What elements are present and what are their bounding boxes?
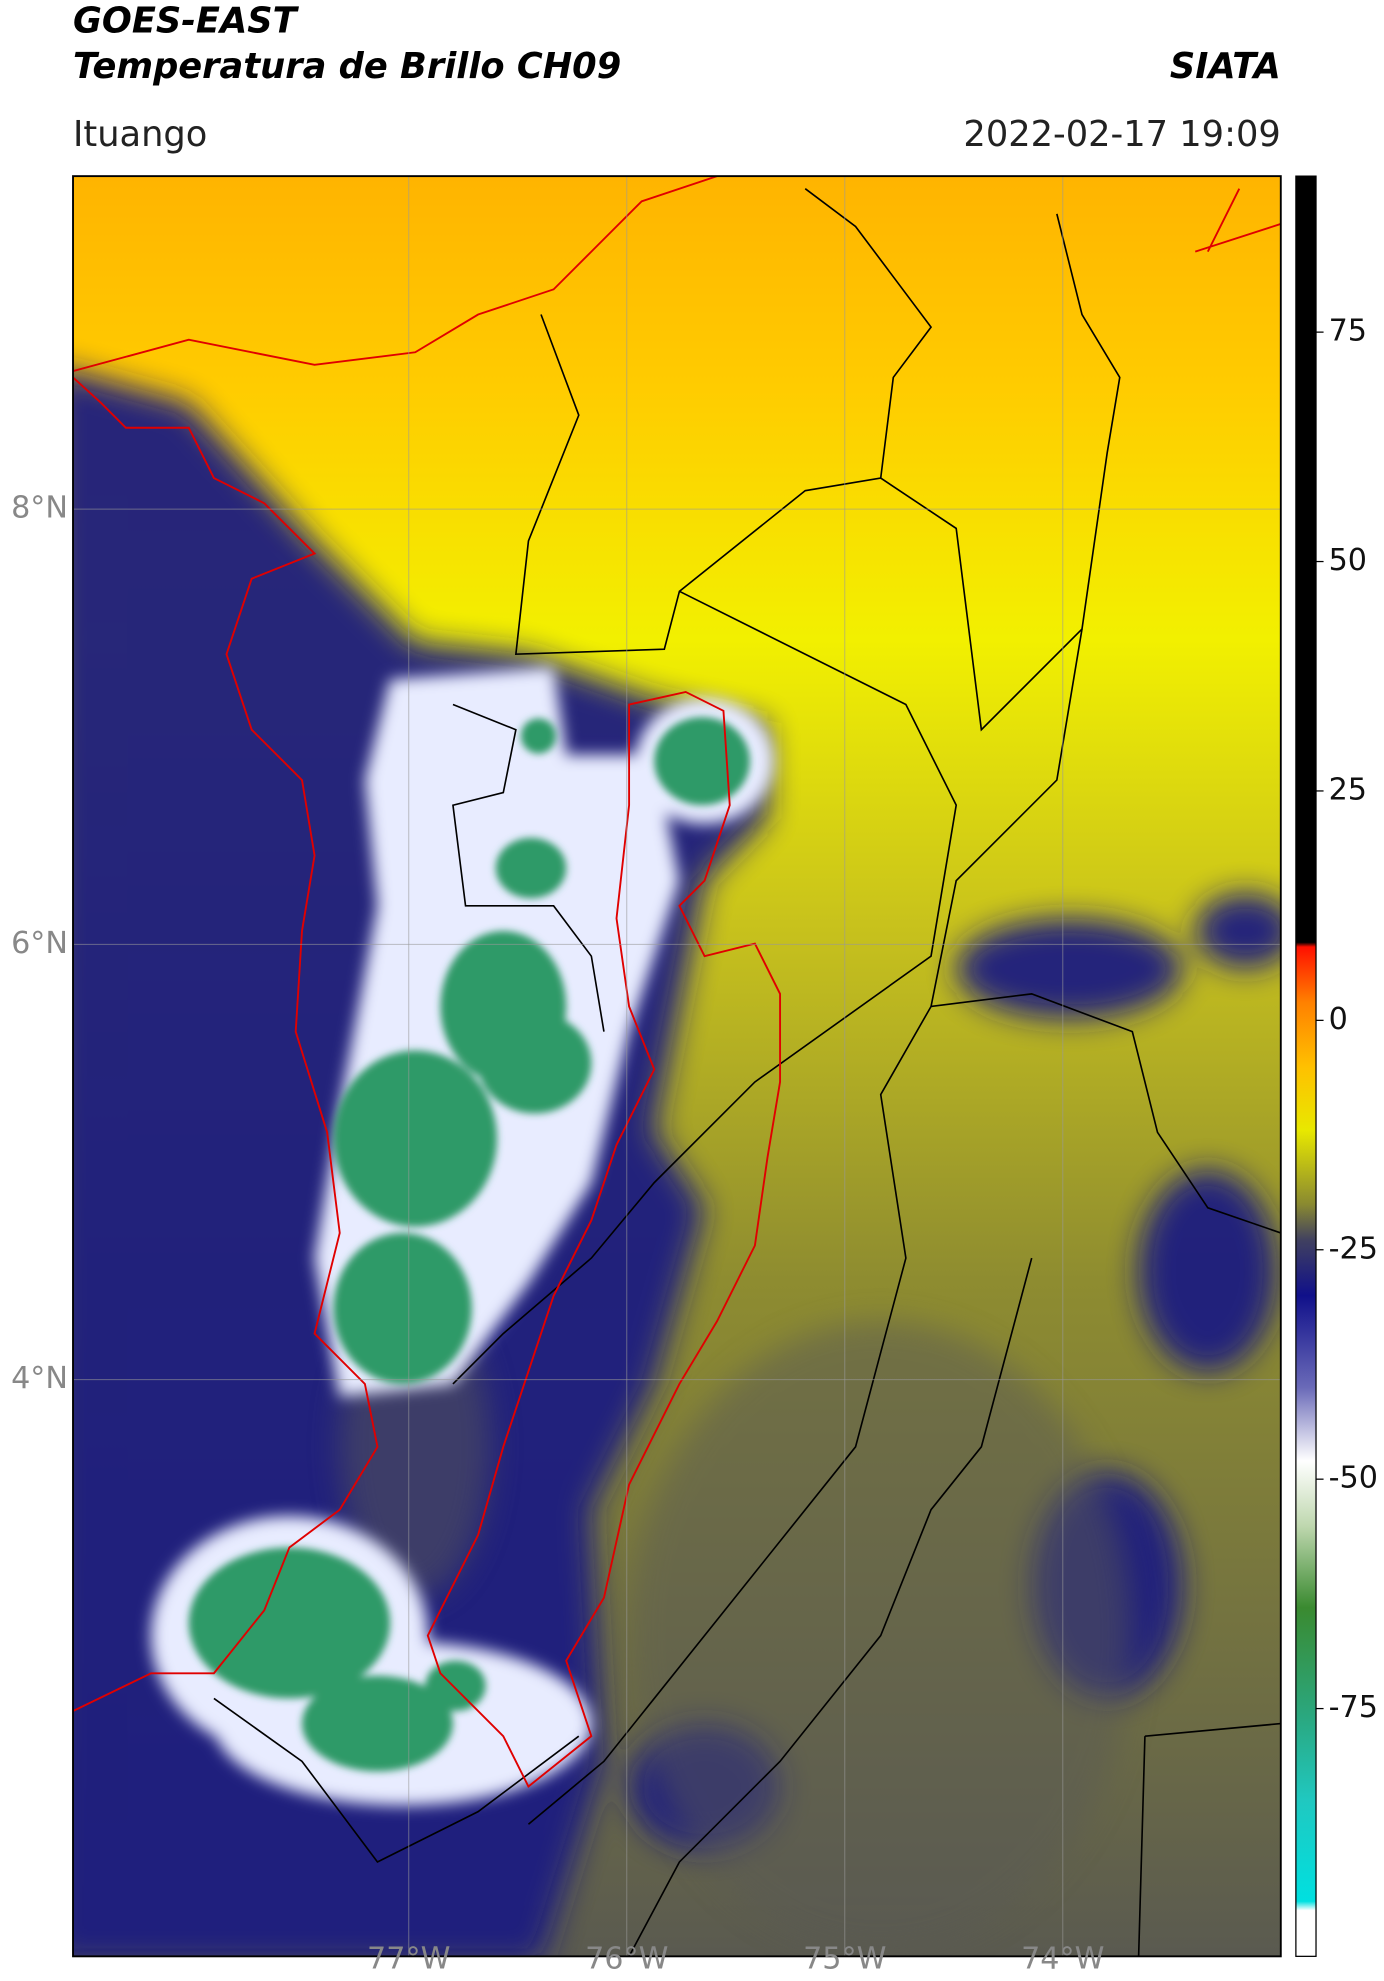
colorbar-tick-label: -50 [1329, 1461, 1378, 1496]
colorbar-tick-label: 0 [1329, 1002, 1348, 1037]
colorbar-tick-label: -75 [1329, 1690, 1378, 1725]
organization: SIATA [1170, 46, 1281, 87]
colorbar-scale [1295, 175, 1317, 1957]
colorbar: 75 50 25 0 -25 -50 -75 [1295, 175, 1378, 1957]
x-tick-label: 74°W [1021, 1942, 1104, 1977]
map-frame [72, 175, 1282, 1958]
x-tick-label: 77°W [367, 1942, 450, 1977]
subtitle: Temperatura de Brillo CH09 [73, 46, 621, 87]
map-image [73, 176, 1281, 1957]
grid [73, 176, 1281, 1957]
coastline [73, 176, 1281, 1788]
y-tick-label: 8°N [11, 491, 68, 526]
colorbar-tick-label: -25 [1329, 1231, 1378, 1266]
admin-borders [213, 188, 1281, 1957]
datetime: 2022-02-17 19:09 [963, 114, 1280, 155]
map-ticks: 77°W 76°W 75°W 74°W 8°N 6°N 4°N [11, 491, 1104, 1977]
colorbar-tick-label: 75 [1329, 314, 1367, 349]
colorbar-tick-label: 50 [1329, 543, 1367, 578]
x-tick-label: 76°W [585, 1942, 668, 1977]
location: Ituango [73, 114, 207, 155]
colorbar-tick-label: 25 [1329, 772, 1367, 807]
x-tick-label: 75°W [803, 1942, 886, 1977]
y-tick-label: 4°N [11, 1361, 68, 1396]
title: GOES-EAST [73, 1, 300, 42]
y-tick-label: 6°N [11, 926, 68, 961]
